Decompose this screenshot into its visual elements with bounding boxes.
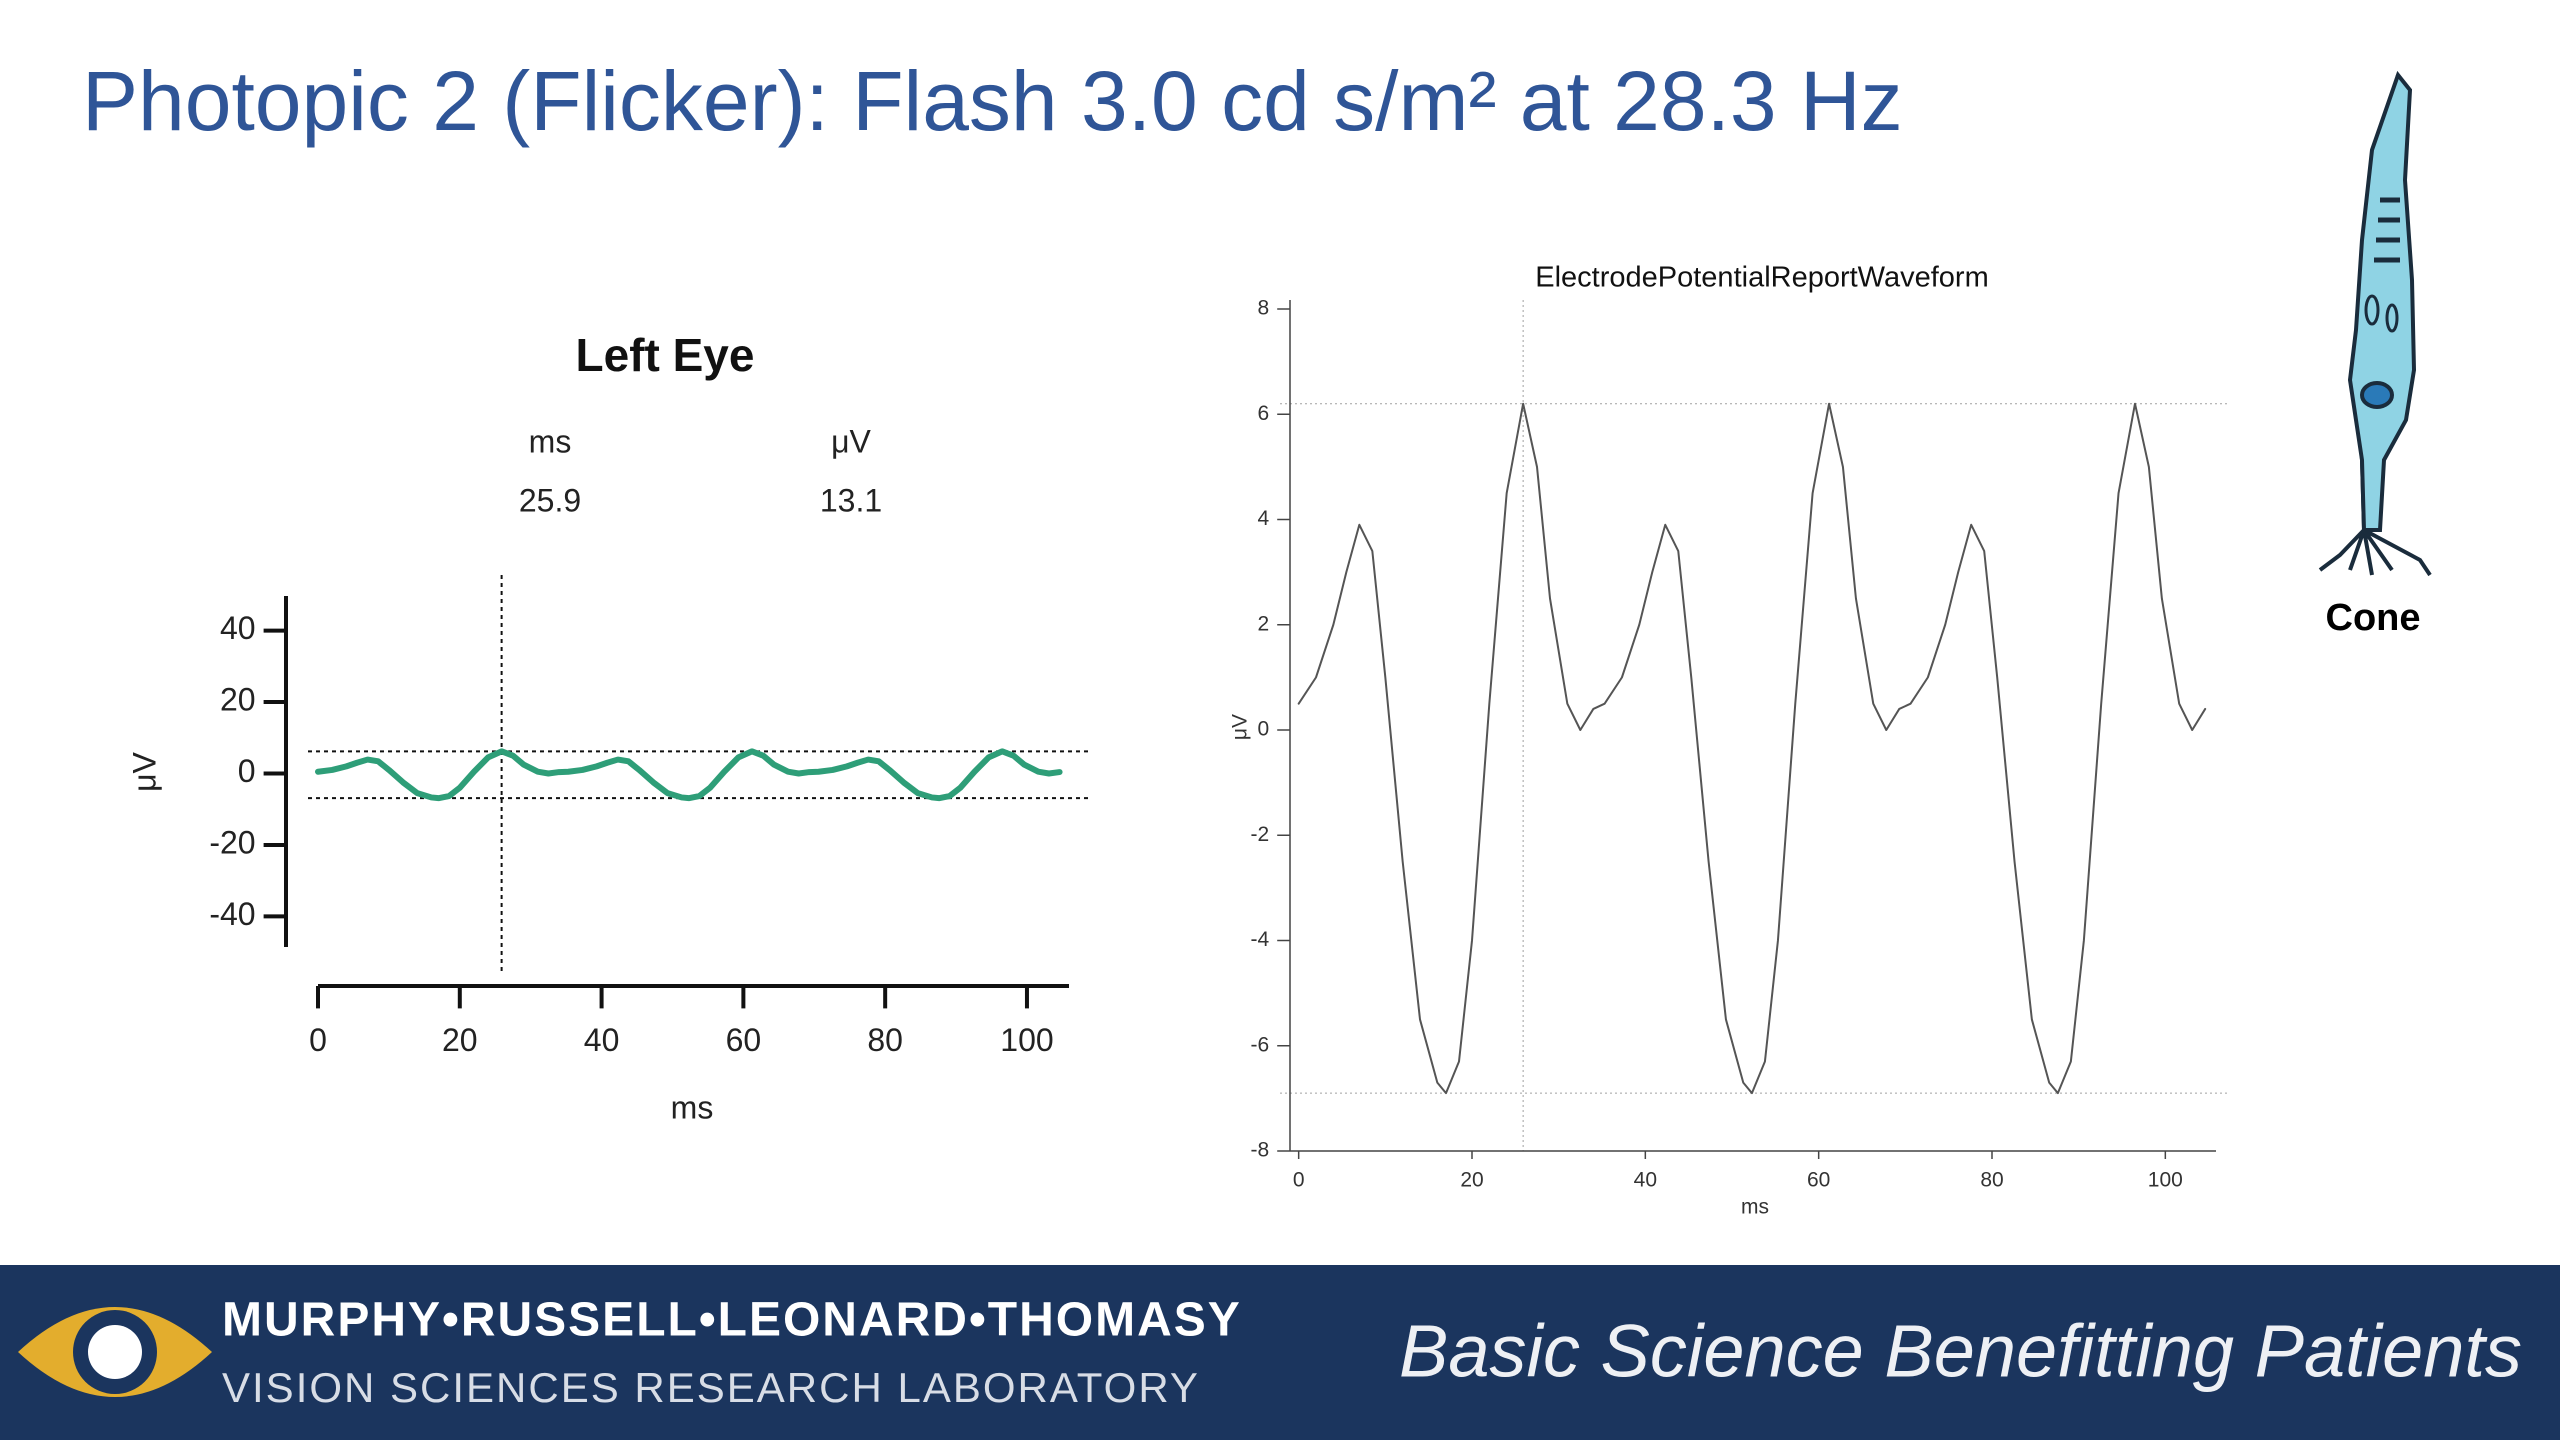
x-tick-label: 100	[2148, 1169, 2183, 1192]
x-tick-label: 100	[1000, 1022, 1053, 1058]
cell-label: Cone	[2326, 597, 2421, 639]
y-tick-label: 0	[1258, 718, 1270, 741]
x-tick-label: 60	[726, 1022, 762, 1058]
y-tick-label: 6	[1258, 402, 1270, 425]
x-tick-label: 80	[867, 1022, 903, 1058]
y-tick-label: -40	[209, 896, 255, 932]
footer-band	[0, 1265, 2560, 1440]
y-tick-label: -6	[1251, 1033, 1270, 1056]
chart-title: Left Eye	[576, 329, 755, 381]
x-tick-label: 0	[1293, 1169, 1305, 1192]
lab-subtitle: VISION SCIENCES RESEARCH LABORATORY	[222, 1364, 1200, 1411]
y-tick-label: 4	[1258, 507, 1270, 530]
readout-header: ms	[529, 423, 572, 459]
waveform	[315, 748, 1063, 802]
y-axis-label: μV	[126, 751, 162, 791]
tagline: Basic Science Benefitting Patients	[1399, 1310, 2522, 1393]
x-tick-label: 0	[309, 1022, 327, 1058]
y-tick-label: 8	[1258, 297, 1270, 320]
eye-logo	[18, 1307, 212, 1397]
y-tick-label: 2	[1258, 612, 1270, 635]
y-tick-label: -20	[209, 824, 255, 860]
y-tick-label: -2	[1251, 823, 1270, 846]
slide-title: Photopic 2 (Flicker): Flash 3.0 cd s/m² …	[82, 54, 1903, 148]
x-tick-label: 40	[584, 1022, 620, 1058]
x-axis-label: ms	[671, 1089, 714, 1125]
x-tick-label: 20	[1460, 1169, 1483, 1192]
x-tick-label: 40	[1634, 1169, 1657, 1192]
readout-header: μV	[831, 423, 871, 459]
cone-illustration	[2318, 70, 2432, 577]
y-tick-label: 20	[220, 681, 256, 717]
waveform	[1297, 402, 2207, 1095]
chart-title: ElectrodePotentialReportWaveform	[1535, 262, 1988, 294]
y-tick-label: 40	[220, 610, 256, 646]
readout-value: 25.9	[519, 482, 581, 518]
readout-value: 13.1	[820, 482, 882, 518]
x-tick-label: 20	[442, 1022, 478, 1058]
y-axis-label: μV	[1229, 714, 1252, 740]
x-tick-label: 60	[1807, 1169, 1830, 1192]
y-tick-label: 0	[238, 753, 256, 789]
x-axis-label: ms	[1741, 1196, 1769, 1219]
lab-name: MURPHY•RUSSELL•LEONARD•THOMASY	[222, 1294, 1242, 1347]
y-tick-label: -4	[1251, 928, 1270, 951]
y-tick-label: -8	[1251, 1139, 1270, 1162]
x-tick-label: 80	[1980, 1169, 2003, 1192]
